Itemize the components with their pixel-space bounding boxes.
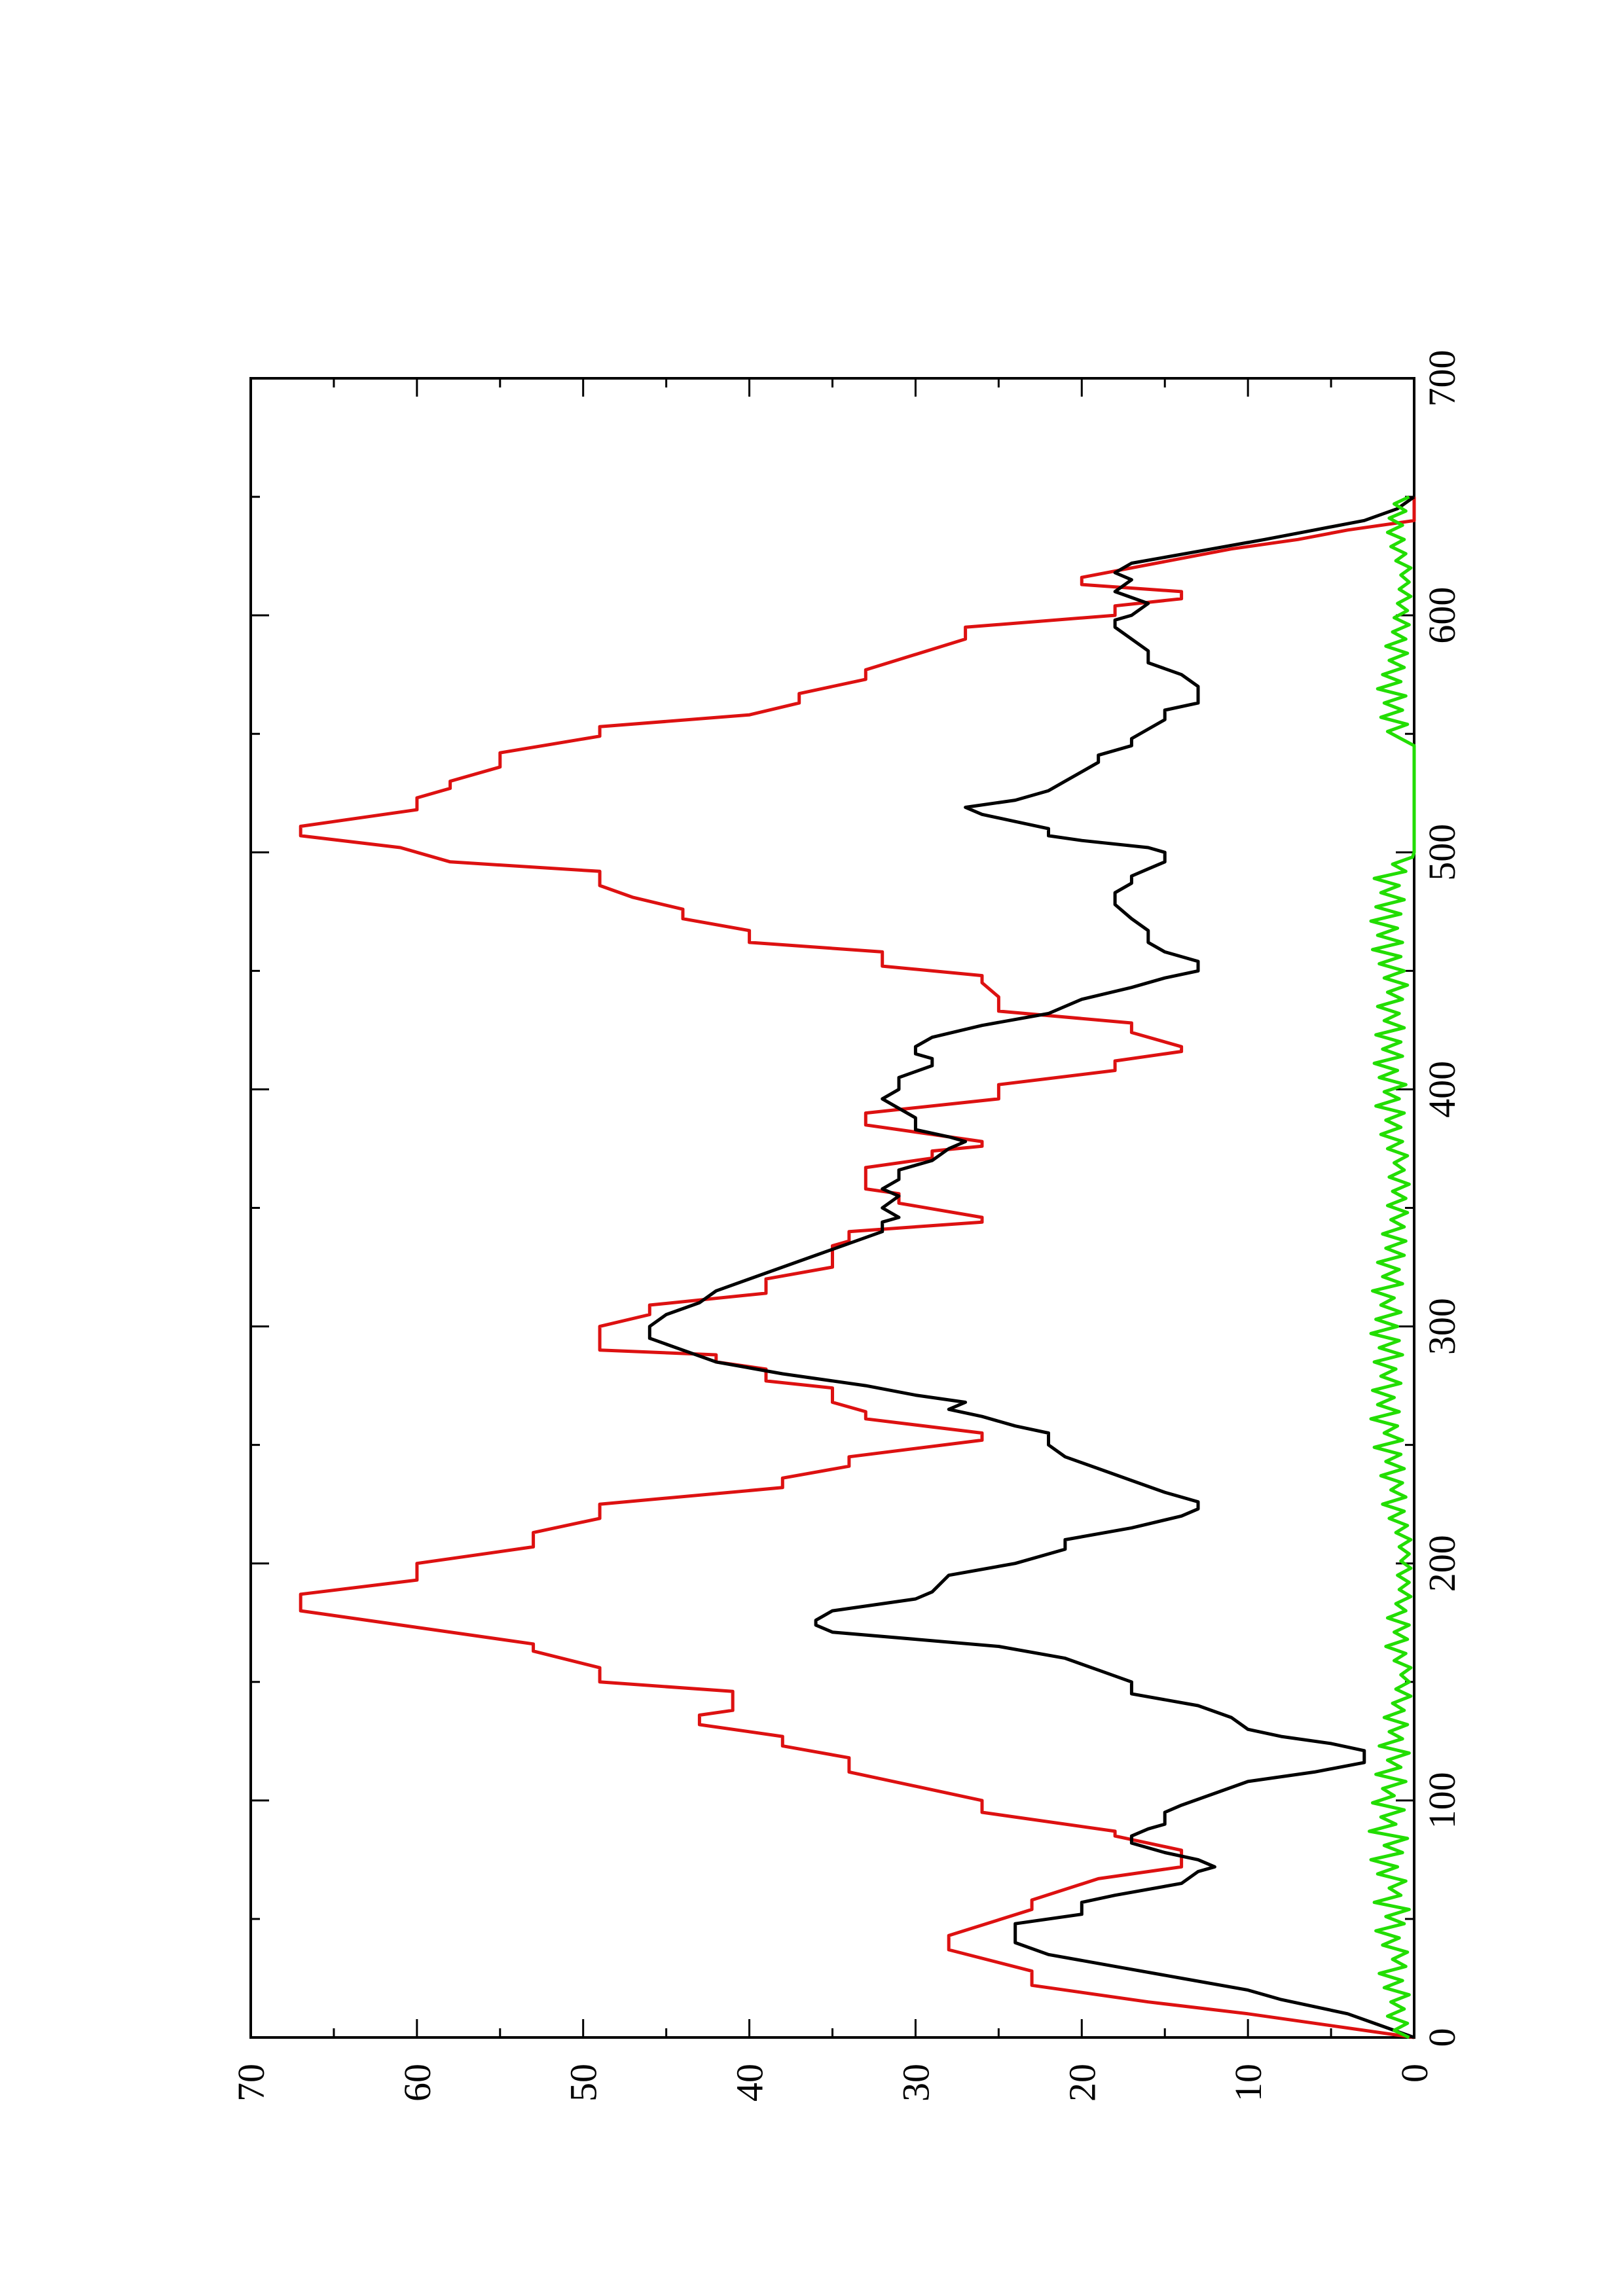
x-tick-label: 500 [1421, 824, 1463, 881]
x-tick-label: 300 [1421, 1298, 1463, 1355]
series-layer [299, 495, 1416, 2039]
y-tick-label: 20 [1061, 2064, 1103, 2102]
y-tick-label: 70 [230, 2064, 272, 2102]
series-line-1 [299, 497, 1416, 2039]
axis-tick-labels: 0 100 200 300 400 500 600 700 0 10 20 30 40 50 60 70 [230, 350, 1463, 2102]
series-line-3 [1368, 495, 1416, 2039]
x-tick-label: 700 [1421, 350, 1463, 407]
x-tick-label: 200 [1421, 1535, 1463, 1592]
y-tick-label: 10 [1227, 2064, 1269, 2102]
series-line-2 [647, 495, 1415, 2039]
plot-frame [249, 377, 1415, 2039]
y-tick-label: 50 [562, 2064, 605, 2102]
axis-ticks [249, 377, 1415, 2039]
y-tick-label: 30 [894, 2064, 937, 2102]
x-tick-label: 600 [1421, 587, 1463, 644]
y-tick-label: 0 [1393, 2064, 1436, 2083]
x-tick-label: 400 [1421, 1061, 1463, 1118]
y-tick-label: 40 [729, 2064, 771, 2102]
y-tick-label: 60 [396, 2064, 439, 2102]
x-tick-label: 100 [1421, 1772, 1463, 1829]
x-tick-label: 0 [1421, 2028, 1463, 2047]
